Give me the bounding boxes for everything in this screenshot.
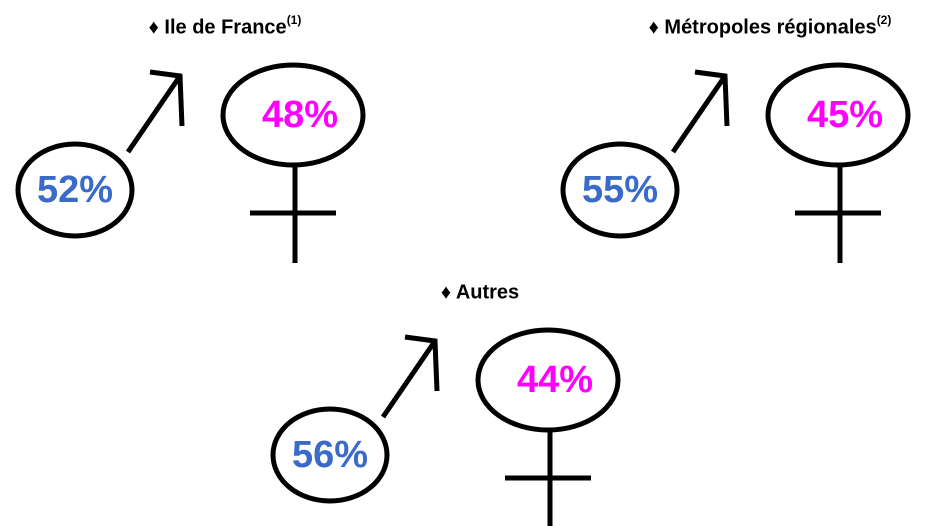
male-share: 55% (582, 169, 658, 211)
gender-group: ♦ Métropoles régionales(2) 55% 45% (560, 13, 911, 263)
male-arrow (380, 334, 440, 419)
group-title: ♦ Autres (441, 281, 519, 303)
male-symbol (270, 406, 390, 504)
male-share: 56% (292, 434, 368, 476)
group-title: ♦ Métropoles régionales(2) (649, 13, 892, 38)
female-cross (505, 430, 591, 526)
female-cross (795, 165, 881, 263)
female-share: 44% (517, 359, 593, 401)
male-arrow (670, 69, 730, 154)
male-symbol (560, 141, 680, 239)
group-title: ♦ Ile de France(1) (149, 13, 302, 38)
female-share: 48% (262, 94, 338, 136)
female-share: 45% (807, 94, 883, 136)
gender-group: ♦ Ile de France(1) 52% 48% (15, 13, 366, 263)
gender-group: ♦ Autres 56% 44% (270, 281, 621, 526)
male-share: 52% (37, 169, 113, 211)
male-arrow (125, 69, 185, 154)
footnote-ref: (2) (877, 13, 892, 27)
footnote-ref: (1) (287, 13, 302, 27)
female-cross (250, 165, 336, 263)
male-symbol (15, 141, 135, 239)
